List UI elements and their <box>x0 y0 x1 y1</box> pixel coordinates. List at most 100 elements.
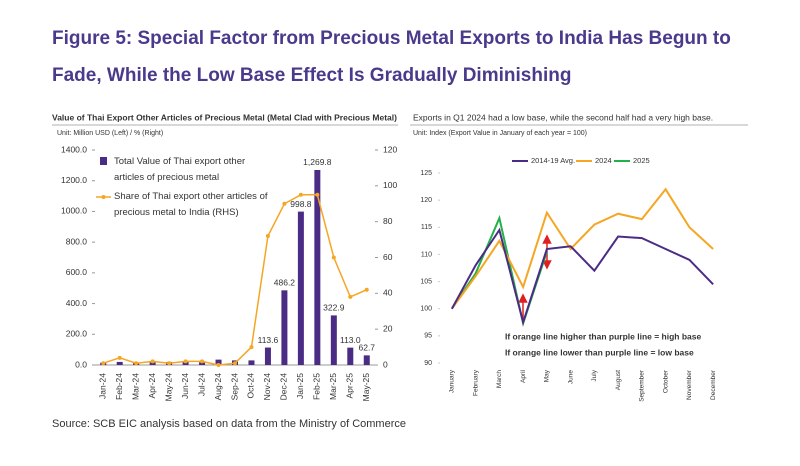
chart-title: Value of Thai Export Other Articles of P… <box>52 112 397 122</box>
data-label: 113.6 <box>258 335 279 345</box>
chart-subtitle: Unit: Index (Export Value in January of … <box>413 130 587 137</box>
annotation: If orange line lower than purple line = … <box>505 347 694 357</box>
x-tick-label: Oct-24 <box>246 373 256 399</box>
marker <box>134 361 139 366</box>
legend-entry: 2024 <box>595 156 612 165</box>
bar <box>232 360 238 365</box>
y-tick-label: 110 <box>421 251 432 258</box>
chart-subtitle: Unit: Million USD (Left) / % (Right) <box>57 130 163 137</box>
bar <box>100 362 107 365</box>
x-tick-label: Apr-24 <box>147 373 157 399</box>
bar <box>363 355 370 365</box>
y-tick-label: 105 <box>420 278 432 285</box>
marker <box>249 345 254 350</box>
marker <box>298 192 303 197</box>
x-tick-label: March <box>496 370 503 388</box>
x-tick-label: Nov-24 <box>262 373 272 401</box>
line <box>451 187 714 310</box>
legend-entry: 2014-19 Avg. <box>531 156 575 165</box>
chart-title: Exports in Q1 2024 had a low base, while… <box>413 112 713 122</box>
x-tick-label: Aug-24 <box>213 373 223 401</box>
legend-entry: Total Value of Thai export other article… <box>114 156 246 183</box>
bar <box>330 315 337 365</box>
legend-entry: Share of Thai export other articles of p… <box>114 191 268 218</box>
line <box>450 227 714 326</box>
bar <box>116 361 123 365</box>
x-tick-label: Feb-24 <box>114 373 124 400</box>
data-label: 322.9 <box>323 303 345 313</box>
bar <box>297 211 304 365</box>
bar <box>182 361 189 365</box>
x-tick-label: Jun-24 <box>180 373 190 399</box>
y2-tick-label: 100 <box>383 180 397 190</box>
x-tick-label: July <box>591 369 598 381</box>
bar <box>281 290 288 365</box>
marker <box>265 234 270 238</box>
y2-tick-label: 60 <box>383 252 393 262</box>
x-tick-label: December <box>710 369 717 400</box>
x-tick-label: Apr-25 <box>345 373 355 399</box>
y-tick-label: 800.0 <box>66 236 88 246</box>
y-tick-label: 0.0 <box>75 359 87 369</box>
bar <box>133 362 140 365</box>
x-tick-label: Sep-24 <box>229 373 239 401</box>
x-tick-label: Jan-25 <box>295 373 305 399</box>
figure-title: Figure 5: Special Factor from Precious M… <box>52 28 731 49</box>
y-tick-label: 1200.0 <box>61 175 87 185</box>
marker <box>216 363 221 367</box>
y-tick-label: 115 <box>421 224 432 231</box>
marker <box>101 361 106 366</box>
annotation: If orange line higher than purple line =… <box>505 331 702 341</box>
marker <box>348 294 353 299</box>
bar <box>215 359 222 365</box>
x-tick-label: November <box>686 369 693 400</box>
x-tick-label: May <box>544 369 551 382</box>
bar <box>264 347 271 365</box>
y2-tick-label: 40 <box>383 288 393 298</box>
y-tick-label: 100 <box>420 306 432 313</box>
bar <box>166 361 173 365</box>
x-tick-label: Mar-24 <box>130 373 140 400</box>
marker <box>200 359 205 364</box>
x-tick-label: Jul-24 <box>196 373 206 396</box>
data-label: 998.8 <box>290 199 312 209</box>
x-tick-label: April <box>520 369 527 383</box>
y2-tick-label: 120 <box>383 144 397 154</box>
data-label: 113.0 <box>340 335 361 345</box>
x-tick-label: May-24 <box>163 373 173 402</box>
x-tick-label: Jan-24 <box>97 373 107 399</box>
y-tick-label: 200.0 <box>66 329 88 339</box>
x-tick-label: June <box>567 370 574 384</box>
bar <box>248 360 255 365</box>
x-tick-label: October <box>662 369 669 393</box>
x-tick-label: August <box>615 370 622 390</box>
y-tick-label: 1400.0 <box>61 144 87 154</box>
marker <box>150 359 155 364</box>
arrow <box>518 234 552 322</box>
bar <box>199 362 206 365</box>
legend-swatch <box>100 157 107 165</box>
y-tick-label: 400.0 <box>66 298 88 308</box>
data-label: 62.7 <box>358 343 375 353</box>
figure-title: Fade, While the Low Base Effect Is Gradu… <box>52 65 572 86</box>
y-tick-label: 125 <box>420 170 432 177</box>
marker <box>233 361 237 366</box>
y-tick-label: 120 <box>420 197 432 204</box>
y2-tick-label: 80 <box>383 216 393 226</box>
x-tick-label: Dec-24 <box>279 373 289 401</box>
marker <box>167 361 172 366</box>
marker <box>364 287 369 292</box>
y-tick-label: 1000.0 <box>61 206 87 216</box>
marker <box>331 255 336 260</box>
marker <box>117 355 122 360</box>
x-tick-label: Mar-25 <box>328 373 338 400</box>
x-tick-label: May-25 <box>361 373 371 402</box>
marker <box>282 201 287 206</box>
legend-entry: 2025 <box>633 156 650 165</box>
data-label: 1,269.8 <box>303 157 332 167</box>
x-tick-label: February <box>472 369 479 396</box>
x-tick-label: September <box>639 369 646 402</box>
data-label: 486.2 <box>274 278 296 288</box>
x-tick-label: Feb-25 <box>312 373 322 400</box>
